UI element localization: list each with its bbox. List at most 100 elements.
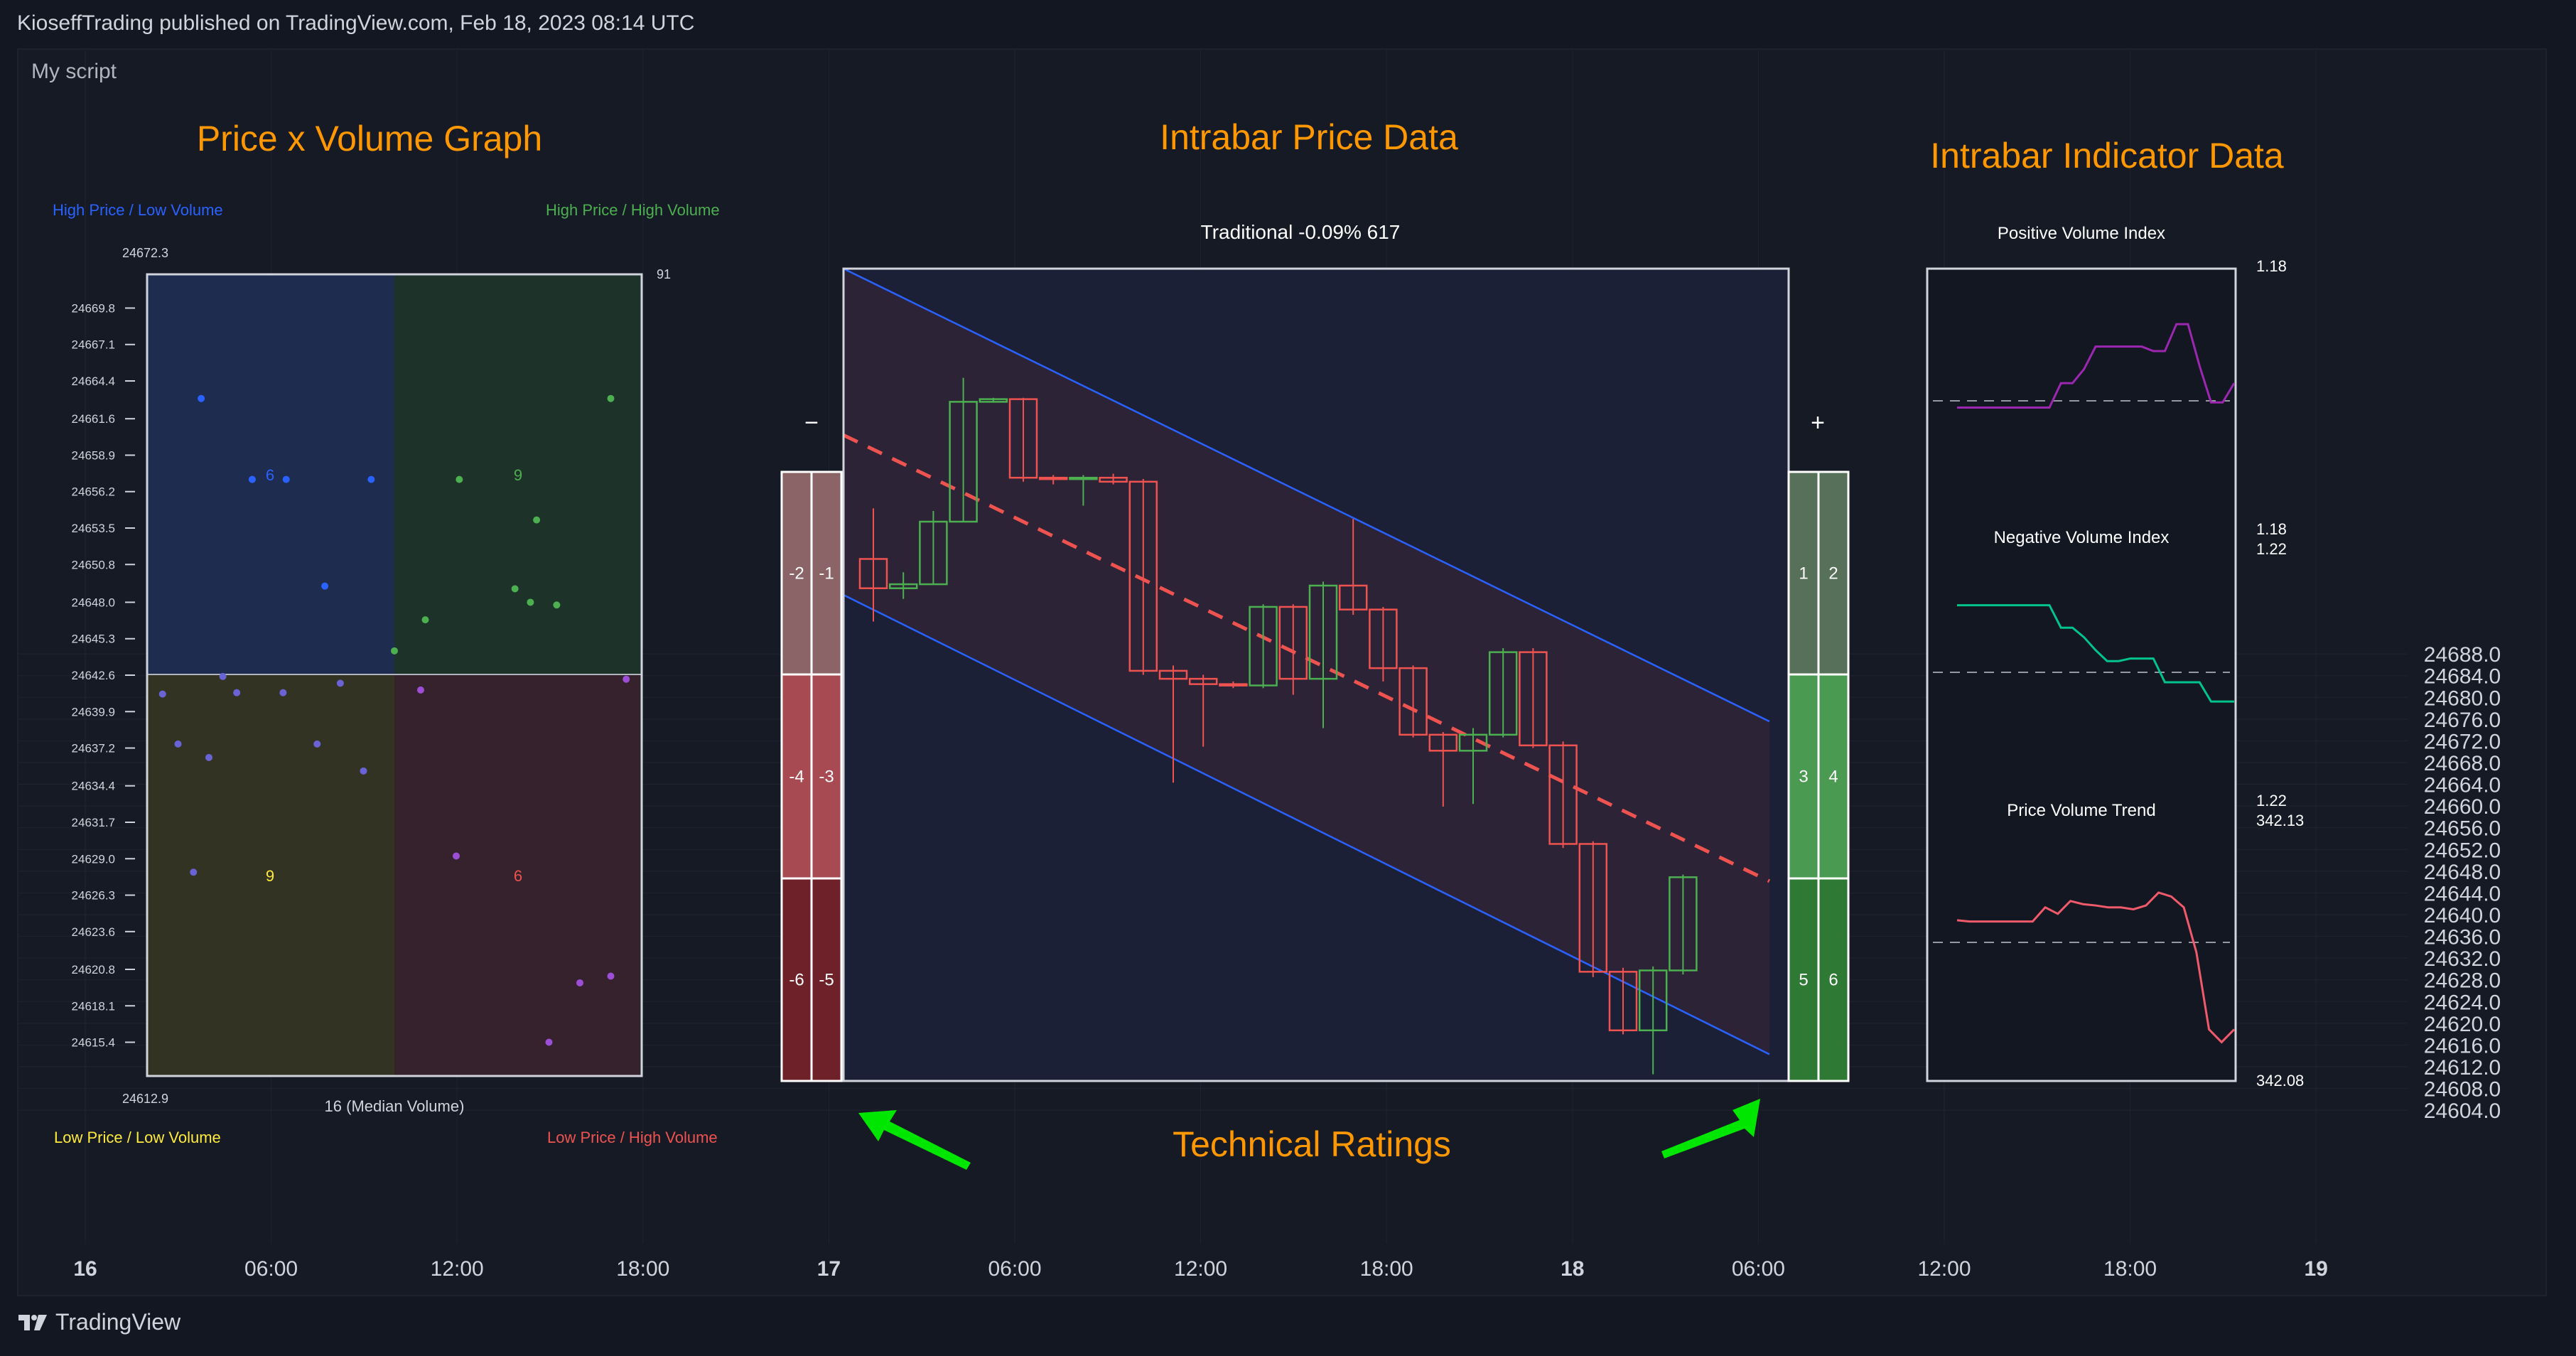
price-volume-graph: High Price / Low Volume High Price / Hig…: [53, 201, 720, 1146]
price-tick-label: 24664.0: [2424, 774, 2501, 797]
candle-body: [1608, 971, 1638, 1032]
pv-border: [146, 273, 643, 1077]
candle-body: [1008, 398, 1038, 479]
pv-point: [416, 686, 424, 694]
indicator-line: [1957, 604, 2234, 703]
price-tick-label: 24632.0: [2424, 947, 2501, 971]
price-tick-label: 24680.0: [2424, 687, 2501, 710]
pv-point: [336, 679, 344, 687]
candle-body: [1099, 476, 1128, 483]
time-tick-label: 18:00: [616, 1257, 669, 1281]
candle-body: [1278, 606, 1308, 680]
candle-body: [1669, 876, 1698, 972]
pv-tick-label: 24615.4: [72, 1036, 115, 1050]
rating-cell-negative: [810, 877, 843, 1082]
price-tick-label: 24668.0: [2424, 752, 2501, 775]
candle-body: [1038, 476, 1068, 480]
candle-body: [1369, 608, 1398, 669]
pv-tick-label: 24642.6: [72, 669, 115, 682]
price-tick-label: 24612.0: [2424, 1056, 2501, 1080]
price-tick-label: 24624.0: [2424, 991, 2501, 1014]
pv-price-max: 24672.3: [122, 246, 168, 260]
price-tick-label: 24676.0: [2424, 709, 2501, 732]
intrabar-indicator-data: Positive Volume Index Negative Volume Ind…: [1926, 224, 2304, 1089]
ratings-title: Technical Ratings: [1173, 1124, 1451, 1164]
rating-label: 3: [1799, 768, 1808, 787]
time-tick-label: 12:00: [431, 1257, 484, 1281]
candle-body: [1158, 669, 1188, 680]
candle-body: [1488, 651, 1518, 736]
pv-point: [453, 852, 460, 860]
pv-tick-label: 24637.2: [72, 742, 115, 755]
time-tick-label: 17: [817, 1257, 841, 1281]
pv-tick-label: 24664.4: [72, 375, 115, 388]
tradingview-brand[interactable]: TradingView: [17, 1309, 180, 1335]
pv-tick-label: 24648.0: [72, 596, 115, 609]
pv-tick-label: 24629.0: [72, 852, 115, 866]
ratings-minus: −: [804, 409, 819, 436]
rating-cell-positive: [1787, 673, 1820, 880]
price-tick-label: 24628.0: [2424, 969, 2501, 993]
pv-price-min: 24612.9: [122, 1092, 168, 1106]
pv-tick-label: 24620.8: [72, 963, 115, 976]
pv-points: [158, 394, 630, 1046]
pv-point: [190, 868, 198, 876]
rating-label: -5: [819, 971, 834, 990]
rating-label: 4: [1828, 768, 1838, 787]
pv-y-ticks: 24669.8 24667.1 24664.4 24661.6 24658.9 24656…: [72, 301, 135, 1050]
pv-point: [282, 475, 290, 483]
indicator-line: [1956, 891, 2236, 1044]
rating-label: -3: [819, 768, 834, 787]
candle-body: [1128, 480, 1158, 672]
intrabar-price-chart: Traditional -0.09% 617: [842, 221, 1790, 1082]
rating-cell-positive: [1787, 470, 1820, 676]
indicator-panel-title: Negative Volume Index: [1994, 528, 2170, 547]
pv-point: [321, 582, 329, 590]
candle-body: [1069, 476, 1098, 480]
rating-label: 1: [1799, 564, 1808, 583]
left-arrow: [858, 1110, 971, 1170]
candle-body: [979, 398, 1008, 403]
pv-point: [527, 598, 534, 606]
quadrant-label-tl: High Price / Low Volume: [53, 201, 223, 219]
rating-label: 2: [1828, 564, 1838, 583]
price-axis: 24688.024684.024680.024676.024672.024668…: [2424, 643, 2501, 1123]
channel-lower-line: [843, 593, 1770, 1055]
rating-cell-negative: [780, 470, 813, 676]
time-tick-label: 18:00: [2103, 1257, 2157, 1281]
indicator-line: [1957, 323, 2236, 409]
pv-point: [607, 972, 615, 980]
pv-point: [198, 394, 205, 402]
rating-label: -4: [789, 768, 804, 787]
time-tick-label: 12:00: [1917, 1257, 1971, 1281]
brand-label: TradingView: [55, 1309, 181, 1335]
indicator-scale-label: 342.08: [2256, 1072, 2304, 1089]
script-name[interactable]: My script: [31, 60, 117, 83]
quadrant-count-br: 6: [514, 867, 522, 885]
candle-body: [1638, 969, 1668, 1032]
pv-point: [391, 647, 398, 655]
time-tick-label: 18: [1561, 1257, 1584, 1281]
pv-tick-label: 24631.7: [72, 816, 115, 829]
positive-ratings: 1 2 3 4 5 6: [1787, 470, 1850, 1082]
quadrant-label-bl: Low Price / Low Volume: [54, 1129, 221, 1146]
price-tick-label: 24656.0: [2424, 817, 2501, 841]
pv-point: [219, 672, 227, 680]
rating-cell-negative: [780, 673, 813, 880]
pv-tick-label: 24656.2: [72, 485, 115, 499]
pv-point: [607, 394, 615, 402]
pv-title: Price x Volume Graph: [197, 119, 542, 158]
candle-body: [949, 401, 978, 523]
pv-point: [456, 475, 463, 483]
pv-volume-max: 91: [657, 267, 671, 281]
indicator-panels: Positive Volume Index Negative Volume Ind…: [1933, 224, 2304, 1089]
price-tick-label: 24620.0: [2424, 1013, 2501, 1036]
candle-body: [1338, 584, 1368, 610]
rating-label: 5: [1799, 971, 1808, 990]
pv-point: [553, 601, 561, 609]
candles: [858, 377, 1698, 1075]
indicator-scale-label: 1.18: [2256, 520, 2287, 538]
quadrant-label-tr: High Price / High Volume: [546, 201, 720, 219]
rating-cell-negative: [810, 673, 843, 880]
pv-point: [205, 753, 212, 761]
